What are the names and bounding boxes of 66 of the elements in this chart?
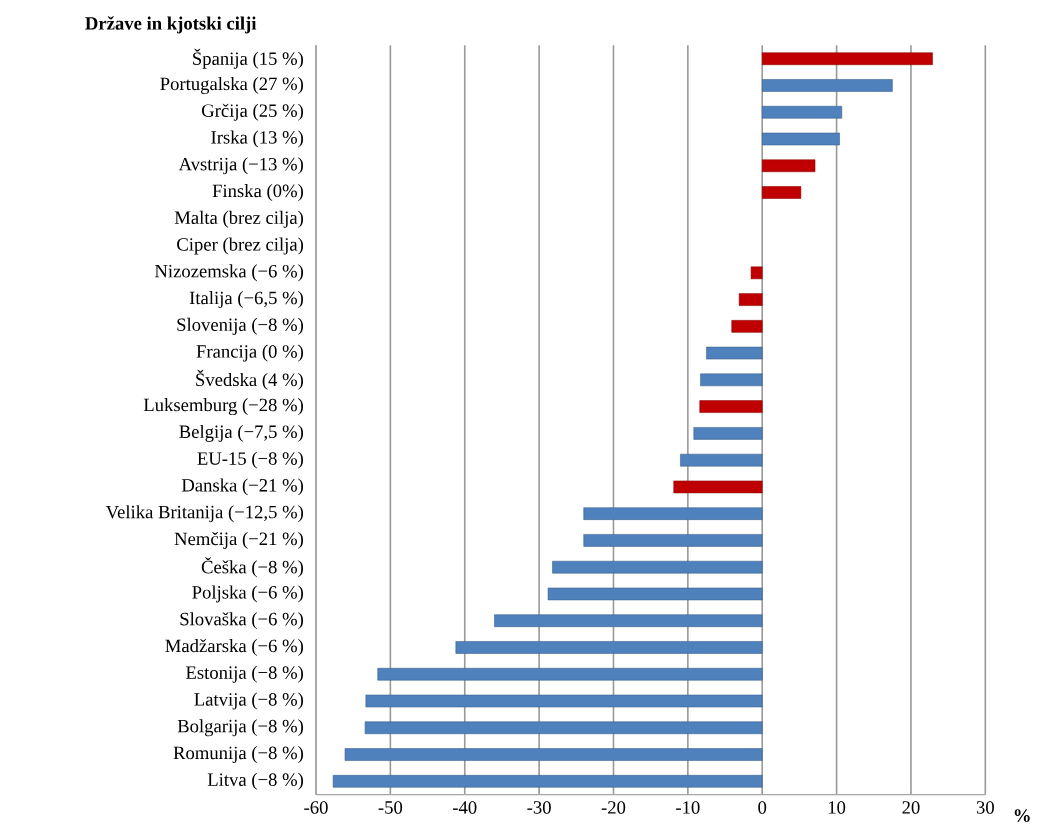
bar — [680, 453, 763, 467]
bar — [332, 775, 763, 788]
y-tick-label: Ciper (brez cilja) — [177, 237, 304, 255]
bar — [673, 480, 763, 494]
bar — [750, 266, 763, 280]
bar — [761, 159, 816, 173]
y-tick-label: Grčija (25 %) — [201, 103, 304, 121]
y-tick-label: Portugalska (27 %) — [160, 76, 304, 94]
y-tick-label: Danska (−21 %) — [181, 478, 303, 496]
bar — [706, 346, 763, 360]
y-tick-label: Švedska (4 %) — [196, 369, 303, 390]
bar — [761, 52, 933, 65]
x-tick-label: -40 — [452, 801, 477, 814]
y-tick-label: EU-15 (−8 %) — [197, 451, 303, 469]
bar — [731, 320, 763, 333]
bar — [761, 105, 843, 119]
y-tick-label: Nemčija (−21 %) — [174, 531, 304, 549]
bar — [547, 587, 763, 601]
bar — [738, 293, 763, 306]
bar — [344, 748, 763, 761]
x-tick-label: 30 — [976, 801, 994, 814]
bar — [761, 186, 802, 199]
x-tick-label: 20 — [902, 801, 920, 814]
bar — [494, 614, 763, 627]
y-tick-label: Slovenija (−8 %) — [177, 317, 304, 335]
x-tick-label: -30 — [527, 801, 551, 814]
y-tick-label: Poljska (−6 %) — [192, 585, 304, 603]
y-tick-label: Španija (15 %) — [193, 48, 304, 69]
y-tick-label: Avstrija (−13 %) — [178, 157, 303, 175]
bar — [552, 560, 763, 574]
x-tick-label: 0 — [758, 801, 767, 814]
y-tick-label: Litva (−8 %) — [207, 772, 304, 790]
y-tick-label: Latvija (−8 %) — [194, 692, 304, 710]
y-tick-label: Velika Britanija (−12,5 %) — [105, 505, 304, 523]
y-tick-label: Irska (13 %) — [211, 130, 303, 148]
y-tick-label: Italija (−6,5 %) — [189, 291, 304, 309]
x-axis-title: % — [1014, 809, 1030, 822]
y-tick-label: Češka (−8 %) — [201, 557, 304, 578]
chart-title: Države in kjotski cilji — [85, 16, 257, 34]
y-tick-label: Finska (0%) — [212, 184, 303, 201]
y-tick-label: Belgija (−7,5 %) — [179, 424, 304, 442]
bar — [455, 641, 763, 654]
bar — [377, 667, 763, 681]
bar — [700, 373, 763, 387]
bar — [761, 132, 840, 146]
bar — [583, 534, 763, 547]
x-tick-label: -60 — [304, 801, 328, 814]
x-tick-label: -10 — [676, 801, 700, 814]
bar — [364, 721, 763, 735]
y-tick-label: Bolgarija (−8 %) — [177, 719, 304, 737]
x-tick-label: -20 — [601, 801, 626, 814]
y-tick-label: Luksemburg (−28 %) — [143, 398, 303, 416]
y-tick-label: Malta (brez cilja) — [174, 210, 304, 228]
y-tick-label: Francija (0 %) — [196, 344, 304, 362]
y-tick-label: Slovaška (−6 %) — [180, 612, 304, 630]
y-tick-label: Nizozemska (−6 %) — [154, 264, 304, 282]
x-tick-label: 10 — [828, 801, 846, 814]
bar — [761, 79, 893, 92]
bar — [699, 400, 763, 413]
y-tick-label: Romunija (−8 %) — [173, 746, 304, 763]
bar — [583, 507, 763, 520]
bar — [693, 427, 763, 440]
y-tick-label: Estonija (−8 %) — [186, 665, 304, 683]
x-tick-label: -50 — [378, 801, 403, 814]
y-tick-label: Madžarska (−6 %) — [165, 639, 304, 656]
bar — [365, 694, 763, 708]
